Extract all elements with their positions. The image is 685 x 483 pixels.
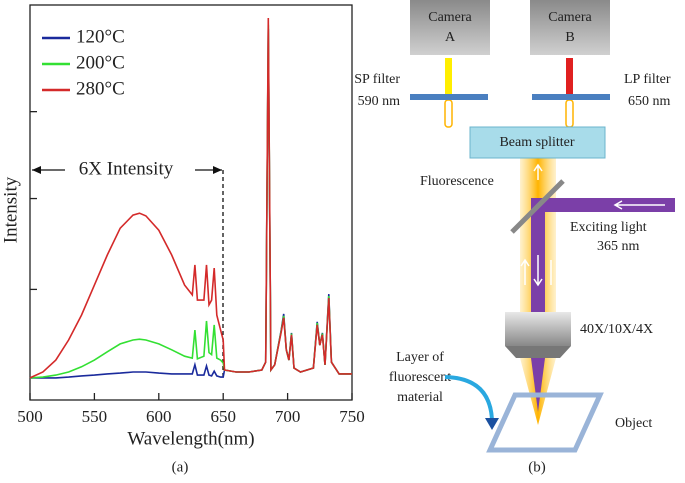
beam — [565, 99, 574, 128]
x-tick-label: 550 — [82, 407, 108, 426]
beam-splitter — [469, 126, 606, 159]
filter — [532, 94, 610, 100]
camera-label: Camera — [548, 10, 592, 25]
layer-label: fluorescent — [389, 370, 451, 385]
pointer — [444, 375, 494, 421]
fluorescence-label: Fluorescence — [420, 174, 494, 189]
camera-a — [410, 0, 490, 55]
filter-label: LP filter — [624, 72, 671, 87]
filter-label: SP filter — [354, 72, 400, 87]
excitation-beam — [531, 198, 675, 312]
legend-label: 200°C — [76, 52, 125, 73]
excitation-cone — [531, 358, 545, 412]
x-tick-label: 600 — [146, 407, 172, 426]
filter — [410, 94, 488, 100]
splitter-label: Beam splitter — [499, 135, 574, 150]
camera-label: Camera — [428, 10, 472, 25]
x-tick-label: 650 — [210, 407, 236, 426]
objective-label: 40X/10X/4X — [580, 322, 653, 337]
object — [486, 392, 604, 453]
layer-label: material — [397, 390, 443, 405]
legend-label: 280°C — [76, 78, 125, 99]
y-axis-label: Intensity — [0, 176, 21, 243]
beam — [445, 58, 452, 94]
object-label: Object — [615, 416, 652, 431]
caption: (b) — [528, 459, 546, 475]
setup-diagram: Camera A Camera B SP filter 590 nm LP fi… — [354, 0, 675, 475]
series-line — [29, 17, 352, 379]
arrow — [613, 200, 665, 210]
filter-label: 590 nm — [358, 94, 401, 109]
annotation: 6X Intensity — [79, 158, 174, 179]
camera-label: B — [565, 30, 574, 45]
x-tick-label: 700 — [275, 407, 301, 426]
pointer-head — [485, 418, 499, 430]
beam — [444, 99, 453, 128]
spectrum-chart: Wavelength(nm) Intensity 6X Intensity (a… — [0, 4, 365, 475]
x-tick-label: 500 — [17, 407, 43, 426]
x-axis-label: Wavelength(nm) — [127, 428, 254, 449]
filter-label: 650 nm — [628, 94, 671, 109]
annotation-bg — [65, 158, 195, 182]
objective — [505, 346, 571, 358]
arrows — [520, 163, 552, 287]
excitation-label: 365 nm — [597, 239, 640, 254]
caption: (a) — [172, 459, 189, 475]
camera-label: A — [445, 30, 456, 45]
plot-frame — [29, 4, 353, 401]
camera-b — [530, 0, 610, 55]
excitation-label: Exciting light — [570, 220, 647, 235]
x-tick-label: 750 — [339, 407, 365, 426]
objective — [505, 312, 571, 346]
beam — [566, 58, 573, 94]
layer-label: Layer of — [396, 350, 444, 365]
legend-label: 120°C — [76, 26, 125, 47]
mirror — [510, 179, 565, 234]
